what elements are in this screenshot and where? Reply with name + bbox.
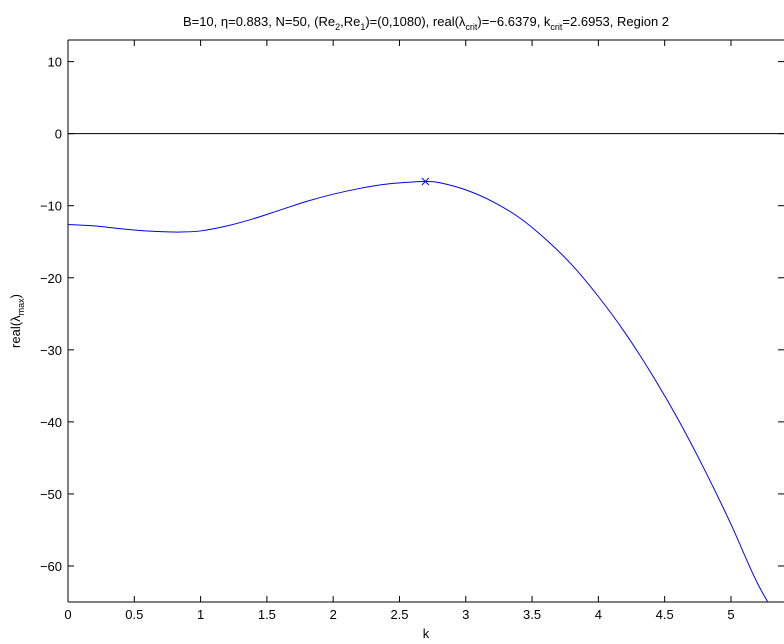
x-tick-label: 1 xyxy=(197,607,204,622)
x-axis-label: k xyxy=(423,626,430,641)
chart-title: B=10, η=0.883, N=50, (Re2,Re1)=(0,1080),… xyxy=(183,14,669,32)
y-tick-label: −40 xyxy=(40,415,62,430)
x-tick-label: 2 xyxy=(330,607,337,622)
title-part-1: B=10, η=0.883, N=50, (Re xyxy=(183,14,335,29)
marker-stroke xyxy=(421,177,430,186)
y-tick-label: −50 xyxy=(40,487,62,502)
title-sub-4: crit xyxy=(550,22,562,32)
x-tick-label: 5 xyxy=(727,607,734,622)
y-label-close: ) xyxy=(8,294,23,298)
y-tick-label: 0 xyxy=(55,127,62,142)
title-part-5: =2.6953, Region 2 xyxy=(562,14,669,29)
title-sub-3: crit xyxy=(465,22,477,32)
title-sub-2: 1 xyxy=(360,22,365,32)
tick-labels: 0 0.5 1 1.5 2 2.5 3 3.5 4 4.5 5 10 0 −10 −20 −30 −40 −50 −… xyxy=(40,55,735,622)
y-axis-label: real(λmax) xyxy=(8,294,26,348)
y-label-main: real(λ xyxy=(8,315,23,348)
x-tick-label: 4 xyxy=(595,607,602,622)
y-tick-label: −60 xyxy=(40,559,62,574)
x-tick-label: 3 xyxy=(462,607,469,622)
series-line xyxy=(68,180,769,602)
x-tick-label: 3.5 xyxy=(523,607,541,622)
x-tick-label: 4.5 xyxy=(656,607,674,622)
x-tick-label: 2.5 xyxy=(390,607,408,622)
x-tick-label: 0.5 xyxy=(125,607,143,622)
x-tick-label: 0 xyxy=(64,607,71,622)
y-tick-label: −30 xyxy=(40,343,62,358)
y-tick-label: −10 xyxy=(40,199,62,214)
title-part-4: )=−6.6379, k xyxy=(477,14,550,29)
x-tick-label: 1.5 xyxy=(258,607,276,622)
title-sub-1: 2 xyxy=(335,22,340,32)
title-part-3: )=(0,1080), real(λ xyxy=(365,14,466,29)
title-part-2: ,Re xyxy=(340,14,360,29)
y-label-sub: max xyxy=(16,298,26,316)
y-tick-label: 10 xyxy=(48,55,62,70)
y-tick-label: −20 xyxy=(40,271,62,286)
axis-ticks xyxy=(67,40,784,602)
critical-point-marker xyxy=(421,177,430,186)
